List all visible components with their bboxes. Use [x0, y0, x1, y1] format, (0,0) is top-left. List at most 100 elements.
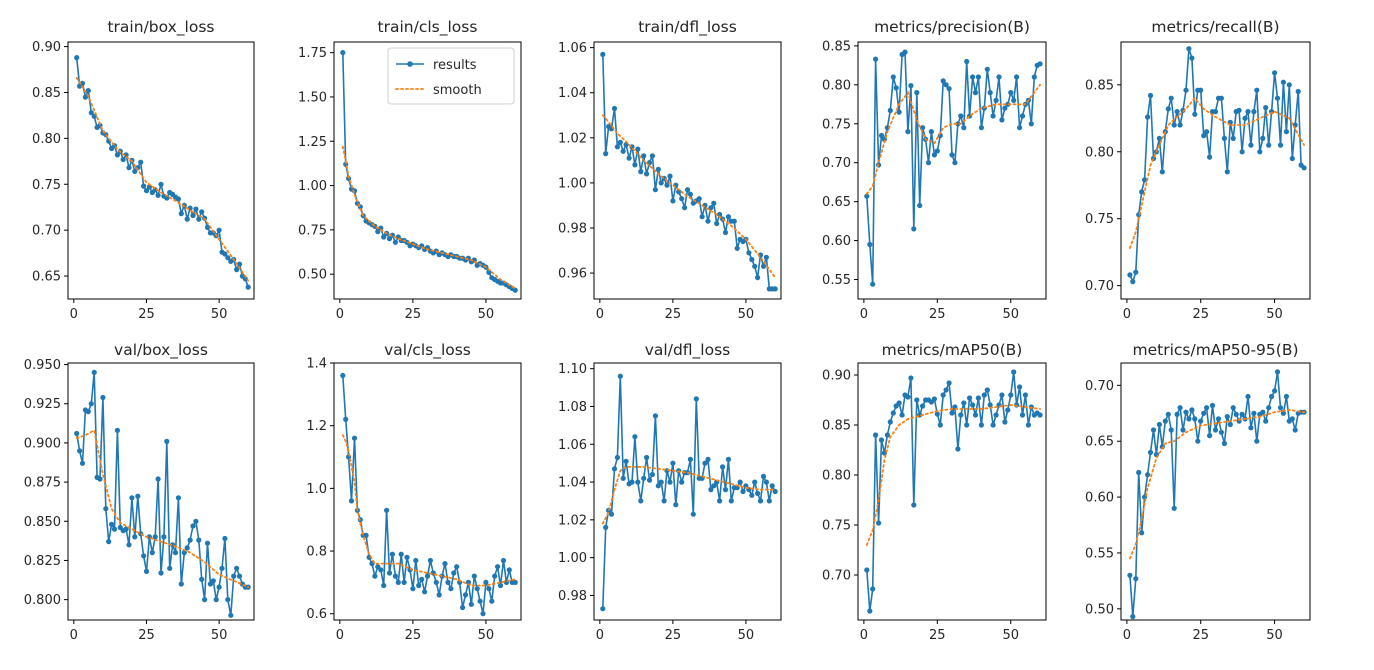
y-tick-label: 0.50	[298, 268, 327, 283]
results-line	[1129, 47, 1305, 283]
results-point	[500, 557, 507, 564]
subplot-val-cls-loss: val/cls_loss 0 25 50 0.6 0.8 1.0 1.2 1.4	[306, 341, 522, 643]
results-point	[752, 263, 758, 269]
results-point	[164, 438, 170, 444]
results-point	[670, 460, 676, 466]
y-tick-label: 0.70	[822, 156, 851, 171]
smooth-line	[341, 145, 517, 290]
x-tick-label: 25	[665, 628, 682, 643]
axes-frame	[67, 41, 255, 300]
results-point	[1189, 407, 1195, 413]
results-point	[746, 250, 752, 256]
results-point	[1011, 97, 1017, 103]
y-tick-label: 0.65	[822, 195, 851, 210]
results-point	[202, 597, 208, 603]
results-point	[155, 476, 161, 482]
results-point	[934, 148, 940, 154]
results-point	[600, 606, 606, 612]
results-point	[1011, 369, 1017, 375]
results-point	[234, 565, 240, 571]
x-tick-label: 50	[211, 307, 228, 322]
results-point	[1204, 129, 1210, 135]
results-point	[225, 597, 231, 603]
axes-frame	[333, 41, 522, 300]
results-point	[1186, 416, 1192, 422]
results-point	[1017, 384, 1023, 390]
x-tick-label: 25	[665, 307, 682, 322]
x-tick-label: 0	[336, 307, 344, 322]
results-point	[972, 90, 979, 96]
results-point	[1257, 149, 1263, 155]
results-point	[931, 152, 938, 158]
results-point	[114, 427, 120, 433]
results-point	[1272, 388, 1278, 394]
results-point	[711, 483, 717, 489]
y-tick-label: 0.80	[822, 78, 851, 93]
plot-area	[600, 373, 778, 612]
results-point	[658, 180, 664, 186]
results-point	[213, 597, 219, 603]
results-point	[436, 592, 442, 598]
subplot-title: train/dfl_loss	[638, 18, 737, 37]
results-point	[1147, 449, 1154, 455]
subplot-train-box-loss: train/box_loss 0 25 50 0.65 0.70 0.75 0.80 0.85 0…	[32, 18, 255, 322]
results-point	[687, 191, 694, 197]
smooth-line	[75, 76, 250, 282]
results-point	[702, 460, 708, 466]
results-point	[236, 573, 243, 579]
y-tick-label: 1.25	[298, 135, 327, 150]
y-tick-label: 0.70	[822, 569, 851, 584]
results-point	[222, 251, 228, 257]
y-tick-label: 0.60	[1085, 491, 1114, 506]
y-tick-label: 1.02	[558, 131, 587, 146]
results-point	[468, 601, 474, 607]
results-point	[398, 551, 404, 557]
results-point	[88, 110, 94, 116]
results-point	[603, 151, 609, 157]
results-point	[931, 396, 938, 402]
results-point	[978, 422, 985, 428]
smooth-line	[865, 404, 1041, 546]
results-point	[720, 464, 726, 470]
results-point	[984, 66, 990, 72]
y-tick-label: 1.4	[306, 357, 327, 372]
results-point	[970, 74, 976, 80]
results-point	[975, 74, 982, 80]
y-tick-label: 0.70	[1085, 279, 1114, 294]
y-tick-label: 0.825	[24, 554, 61, 569]
results-point	[752, 479, 758, 485]
results-point	[1204, 405, 1210, 411]
results-point	[629, 479, 635, 485]
y-tick-label: 0.85	[32, 86, 61, 101]
y-tick-label: 1.08	[558, 400, 587, 415]
results-point	[661, 498, 667, 504]
results-point	[990, 422, 996, 428]
y-tick-label: 0.75	[822, 519, 851, 534]
results-point	[890, 410, 896, 416]
results-point	[943, 387, 949, 393]
results-point	[1218, 429, 1224, 435]
results-point	[917, 202, 923, 209]
results-point	[1301, 165, 1307, 171]
results-point	[1277, 405, 1284, 411]
results-point	[1174, 109, 1180, 115]
results-point	[1212, 109, 1219, 115]
results-point	[725, 456, 732, 462]
results-point	[722, 487, 729, 493]
results-point	[641, 475, 647, 481]
results-point	[1171, 505, 1177, 511]
axes-frame	[1120, 362, 1311, 621]
results-point	[867, 241, 873, 248]
results-point	[1008, 90, 1014, 96]
results-point	[245, 284, 251, 290]
results-point	[760, 263, 767, 269]
results-point	[649, 471, 656, 478]
y-tick-label: 0.850	[24, 515, 61, 530]
results-point	[216, 227, 222, 233]
results-point	[79, 460, 86, 466]
results-point	[655, 483, 661, 489]
y-tick-label: 1.04	[558, 86, 587, 101]
results-point	[1168, 95, 1174, 101]
results-point	[348, 498, 355, 504]
results-point	[103, 506, 109, 512]
